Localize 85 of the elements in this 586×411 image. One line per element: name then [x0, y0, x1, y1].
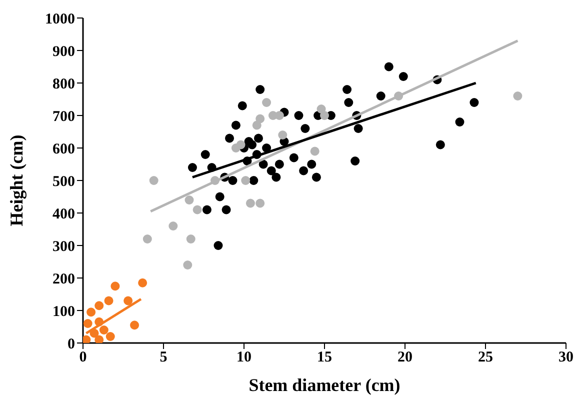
point: [300, 124, 310, 133]
point: [83, 319, 92, 328]
point: [272, 172, 281, 182]
point: [200, 150, 210, 159]
point: [266, 166, 276, 176]
y-tick-label: 500: [52, 174, 75, 190]
point: [278, 130, 288, 140]
x-tick-label: 30: [558, 350, 574, 366]
point: [138, 278, 148, 288]
point: [192, 205, 202, 214]
point: [168, 222, 178, 230]
x-tick-label: 25: [478, 350, 493, 366]
y-tick-label: 100: [52, 304, 75, 320]
point: [262, 98, 272, 107]
point: [186, 234, 196, 244]
point: [184, 196, 194, 204]
point: [299, 166, 308, 176]
point: [228, 176, 238, 185]
point: [294, 111, 304, 120]
point: [342, 85, 352, 94]
point: [215, 192, 224, 202]
point: [183, 260, 192, 270]
point: [214, 241, 223, 250]
point: [344, 98, 354, 107]
point: [202, 205, 212, 214]
point: [124, 296, 133, 306]
point: [94, 335, 104, 343]
point: [149, 176, 158, 185]
x-tick-label: 0: [79, 350, 87, 366]
y-axis-title: Height (cm): [6, 134, 26, 226]
point: [354, 124, 363, 133]
point: [106, 332, 115, 341]
point: [312, 172, 321, 182]
x-tick-label: 15: [317, 350, 332, 366]
y-tick-label: 600: [52, 141, 75, 158]
x-axis-title: Stem diameter (cm): [248, 375, 400, 395]
x-tick-label: 10: [236, 350, 252, 366]
y-tick-label: 0: [68, 336, 75, 352]
point: [470, 98, 479, 107]
point: [320, 111, 329, 120]
point: [104, 296, 114, 306]
point: [513, 92, 522, 100]
y-tick-label: 200: [52, 271, 75, 288]
point: [244, 137, 254, 146]
y-tick-label: 400: [52, 206, 75, 222]
point: [130, 320, 140, 330]
point: [310, 146, 320, 156]
point: [376, 92, 386, 100]
y-tick-label: 300: [52, 238, 75, 255]
point: [256, 114, 265, 124]
point: [262, 144, 272, 152]
point: [142, 234, 152, 244]
point: [436, 140, 445, 150]
point: [236, 140, 246, 150]
point: [83, 335, 91, 343]
point: [188, 163, 197, 172]
y-tick-label: 1000: [45, 11, 75, 28]
point: [258, 160, 268, 169]
point: [455, 118, 464, 126]
point: [222, 205, 231, 214]
point: [241, 176, 250, 185]
x-tick-label: 20: [398, 350, 412, 366]
point: [94, 301, 104, 310]
point: [238, 101, 247, 110]
point: [246, 198, 255, 208]
point: [398, 72, 408, 81]
point: [350, 156, 360, 166]
point: [225, 134, 234, 143]
point: [252, 120, 262, 130]
point: [254, 134, 263, 143]
x-tick-label: 5: [160, 350, 168, 366]
point: [249, 176, 258, 185]
point: [86, 308, 96, 317]
point: [231, 120, 240, 130]
point: [256, 85, 265, 94]
point: [289, 153, 298, 162]
point: [99, 326, 108, 334]
point: [307, 160, 316, 169]
point: [256, 198, 265, 208]
y-tick-label: 700: [52, 108, 75, 125]
point: [274, 160, 284, 169]
y-tick-label: 800: [52, 76, 75, 92]
point: [384, 62, 394, 72]
point: [110, 282, 120, 291]
y-tick-label: 900: [52, 44, 75, 60]
